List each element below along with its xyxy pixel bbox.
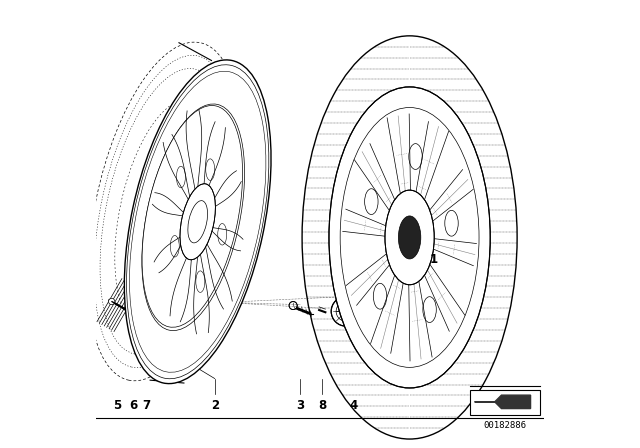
Ellipse shape — [137, 315, 147, 326]
Text: 6: 6 — [129, 399, 138, 412]
Ellipse shape — [332, 297, 361, 326]
Text: 8: 8 — [318, 399, 326, 412]
Ellipse shape — [109, 298, 115, 305]
Ellipse shape — [329, 87, 490, 388]
Text: 5: 5 — [113, 399, 122, 412]
Bar — [470, 390, 540, 415]
Polygon shape — [474, 395, 531, 409]
Ellipse shape — [398, 216, 420, 259]
Ellipse shape — [142, 106, 243, 327]
Text: 7: 7 — [143, 399, 150, 412]
Ellipse shape — [289, 302, 297, 310]
Text: 3: 3 — [296, 399, 304, 412]
Text: 4: 4 — [349, 399, 358, 412]
Ellipse shape — [180, 184, 216, 260]
Ellipse shape — [385, 190, 434, 285]
Text: 1: 1 — [430, 253, 438, 267]
Text: 00182886: 00182886 — [483, 421, 526, 430]
Ellipse shape — [342, 307, 351, 316]
Text: 2: 2 — [211, 399, 219, 412]
Ellipse shape — [127, 310, 136, 319]
Ellipse shape — [124, 60, 271, 383]
